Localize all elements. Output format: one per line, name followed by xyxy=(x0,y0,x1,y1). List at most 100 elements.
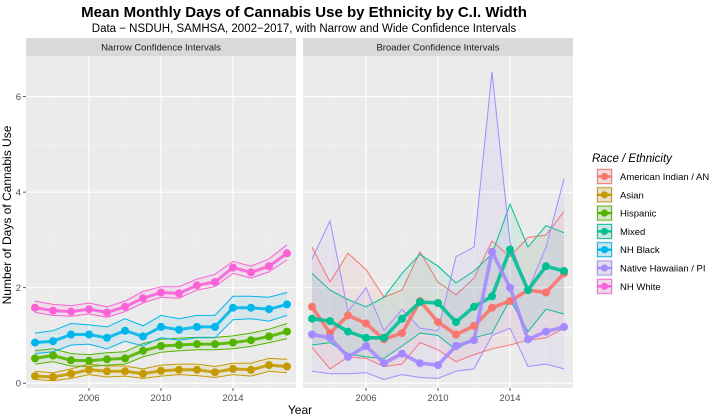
legend-key-point xyxy=(600,191,609,199)
facet-strip-label: Broader Confidence Intervals xyxy=(376,43,499,54)
data-point-native-hawaiian-pi xyxy=(524,335,532,344)
ci-upper-mixed xyxy=(311,202,565,308)
legend-key-point xyxy=(600,209,609,217)
legend-key-point xyxy=(600,282,609,290)
data-point-hispanic xyxy=(121,354,129,363)
data-point-asian xyxy=(67,369,75,378)
chart-title: Mean Monthly Days of Cannabis Use by Eth… xyxy=(81,4,527,21)
data-point-mixed xyxy=(398,314,406,323)
y-tick-label: 2 xyxy=(16,283,21,294)
data-point-nh-black xyxy=(211,322,219,331)
data-point-mixed xyxy=(470,302,478,311)
data-point-american-indian-an xyxy=(308,302,316,311)
data-point-hispanic xyxy=(85,356,93,365)
legend-item-mixed: Mixed xyxy=(596,222,645,240)
data-point-asian xyxy=(229,364,237,373)
data-point-native-hawaiian-pi xyxy=(344,352,352,361)
data-point-hispanic xyxy=(193,340,201,349)
x-tick-label: 2010 xyxy=(427,393,448,404)
data-point-american-indian-an xyxy=(434,318,442,327)
data-point-hispanic xyxy=(283,327,291,336)
data-point-american-indian-an xyxy=(470,321,478,330)
data-point-nh-black xyxy=(67,330,75,339)
legend-label: Mixed xyxy=(620,227,645,238)
data-point-nh-black xyxy=(247,303,255,312)
y-tick-label: 6 xyxy=(16,92,21,103)
legend-item-asian: Asian xyxy=(596,186,644,204)
data-point-native-hawaiian-pi xyxy=(362,342,370,350)
data-point-american-indian-an xyxy=(542,288,550,297)
data-point-nh-black xyxy=(139,332,147,341)
data-point-native-hawaiian-pi xyxy=(326,333,334,342)
legend-label: NH White xyxy=(620,282,661,293)
data-point-asian xyxy=(49,373,57,381)
ci-lower-nh-black xyxy=(34,314,288,355)
data-point-hispanic xyxy=(31,354,39,363)
data-point-asian xyxy=(121,367,129,376)
panel-broader-confidence-intervals: Broader Confidence Intervals 2006 2010 2014 xyxy=(303,38,573,404)
data-point-nh-black xyxy=(49,337,57,346)
legend-key-point xyxy=(600,264,609,272)
legend: Race / Ethnicity American Indian / AN Asi… xyxy=(592,153,709,295)
ci-lower-nh-white xyxy=(34,259,288,318)
y-tick-label: 0 xyxy=(16,379,21,390)
x-tick-label: 2006 xyxy=(78,393,99,404)
data-point-american-indian-an xyxy=(344,311,352,320)
data-point-nh-black xyxy=(265,305,273,314)
legend-label: NH Black xyxy=(620,245,660,256)
data-point-mixed xyxy=(326,317,334,326)
legend-label: American Indian / AN xyxy=(620,172,709,183)
x-tick-label: 2006 xyxy=(355,393,376,404)
data-point-native-hawaiian-pi xyxy=(380,359,388,368)
data-point-nh-white xyxy=(67,307,75,316)
data-point-nh-black xyxy=(193,322,201,331)
ci-lower-hispanic xyxy=(34,338,288,368)
data-point-hispanic xyxy=(265,332,273,341)
data-point-asian xyxy=(175,365,183,374)
legend-label: Hispanic xyxy=(620,209,657,220)
ci-lower-american-indian-an xyxy=(311,327,565,370)
data-point-nh-white xyxy=(247,268,255,277)
data-point-american-indian-an xyxy=(398,329,406,338)
data-point-asian xyxy=(193,365,201,374)
ci-lower-native-hawaiian-pi xyxy=(311,327,565,380)
data-point-nh-black xyxy=(31,338,39,347)
data-point-asian xyxy=(85,365,93,374)
data-point-mixed xyxy=(344,327,352,336)
data-point-nh-white xyxy=(265,262,273,271)
legend-key-point xyxy=(600,246,609,254)
data-point-mixed xyxy=(362,333,370,342)
y-tick-label: 4 xyxy=(16,187,21,198)
data-point-native-hawaiian-pi xyxy=(560,322,568,331)
legend-key-point xyxy=(600,227,609,235)
data-point-nh-white xyxy=(103,308,111,317)
data-point-hispanic xyxy=(247,336,255,345)
data-point-native-hawaiian-pi xyxy=(416,359,424,368)
data-point-nh-black xyxy=(121,326,129,335)
data-point-hispanic xyxy=(139,346,147,355)
legend-title: Race / Ethnicity xyxy=(592,153,673,165)
facet-panels: Narrow Confidence Intervals 2006 2010 2014 0… xyxy=(16,38,573,404)
facet-strip xyxy=(303,38,573,56)
ci-upper-nh-black xyxy=(34,292,288,334)
x-tick-label: 2010 xyxy=(150,393,171,404)
data-point-nh-white xyxy=(139,294,147,303)
data-point-nh-black xyxy=(229,303,237,312)
data-point-nh-white xyxy=(211,278,219,286)
data-point-hispanic xyxy=(211,340,219,349)
data-point-native-hawaiian-pi xyxy=(398,349,406,358)
data-point-hispanic xyxy=(67,356,75,365)
data-point-native-hawaiian-pi xyxy=(506,283,514,292)
data-point-hispanic xyxy=(49,351,57,360)
data-point-nh-black xyxy=(103,333,111,342)
data-point-mixed xyxy=(560,267,568,275)
data-point-hispanic xyxy=(103,355,111,364)
data-point-asian xyxy=(31,372,39,381)
ci-upper-nh-white xyxy=(34,244,288,308)
data-point-nh-black xyxy=(283,300,291,309)
data-point-mixed xyxy=(488,292,496,301)
data-point-nh-black xyxy=(157,322,165,331)
facet-strip-label: Narrow Confidence Intervals xyxy=(101,43,221,54)
legend-item-american-indian-an: American Indian / AN xyxy=(596,168,709,185)
